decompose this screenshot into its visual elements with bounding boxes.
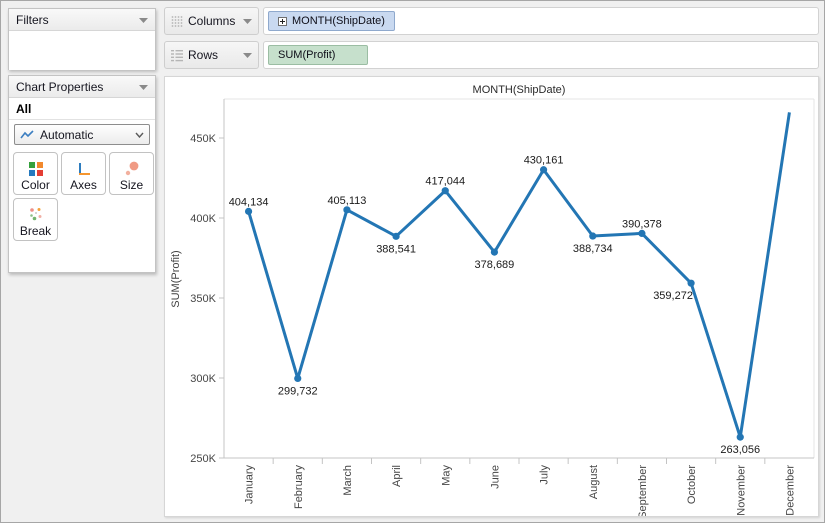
data-point-label: 388,541 <box>376 243 416 255</box>
x-tick-label[interactable]: November <box>735 465 747 516</box>
scope-all-label: All <box>16 101 32 116</box>
break-dots-icon <box>29 208 41 221</box>
data-point[interactable] <box>441 187 449 195</box>
mark-type-dropdown[interactable]: Automatic <box>14 124 150 145</box>
color-button-label: Color <box>21 178 50 192</box>
data-point[interactable] <box>638 229 646 237</box>
data-point-label: 390,378 <box>622 218 662 230</box>
filters-panel-title: Filters <box>16 12 49 27</box>
x-tick-label[interactable]: July <box>539 465 551 485</box>
size-circles-icon <box>125 161 138 176</box>
axes-button[interactable]: Axes <box>61 152 106 195</box>
data-point-label: 263,056 <box>720 444 760 456</box>
chevron-down-icon <box>135 132 144 138</box>
columns-shelf-label[interactable]: Columns <box>164 7 259 35</box>
data-point[interactable] <box>687 279 695 287</box>
columns-shelf-title: Columns <box>188 14 236 28</box>
color-button[interactable]: Color <box>13 152 58 195</box>
color-squares-icon <box>28 162 43 176</box>
chart-title: MONTH(ShipDate) <box>473 84 566 96</box>
columns-shelf-tray[interactable]: MONTH(ShipDate) <box>263 7 819 35</box>
data-point-label: 388,734 <box>573 243 613 255</box>
collapse-arrow-icon[interactable] <box>139 17 148 23</box>
x-tick-label[interactable]: September <box>637 465 649 516</box>
y-tick-label: 300K <box>190 373 216 385</box>
rows-pill-text: SUM(Profit) <box>278 49 336 61</box>
line-mark-icon <box>20 129 34 138</box>
break-button-label: Break <box>19 224 52 238</box>
data-point[interactable] <box>736 433 744 441</box>
y-axis-title: SUM(Profit) <box>170 250 182 307</box>
x-tick-label[interactable]: October <box>686 465 698 504</box>
data-point[interactable] <box>294 374 302 383</box>
size-button[interactable]: Size <box>109 152 154 195</box>
columns-grip-icon <box>171 15 183 27</box>
data-point-label: 378,689 <box>475 259 515 271</box>
x-tick-label[interactable]: January <box>244 465 256 505</box>
y-tick-label: 450K <box>190 133 216 145</box>
x-tick-label[interactable]: February <box>293 465 305 510</box>
filters-shelf-area[interactable] <box>9 31 155 70</box>
axes-icon <box>78 163 90 175</box>
profit-line[interactable] <box>247 112 791 439</box>
data-point-label: 430,161 <box>524 155 564 167</box>
columns-pill-text: MONTH(ShipDate) <box>292 15 385 27</box>
x-tick-label[interactable]: May <box>440 465 452 486</box>
break-button[interactable]: Break <box>13 198 58 241</box>
x-tick-label[interactable]: April <box>391 465 403 487</box>
rows-grip-icon <box>171 49 183 61</box>
rows-shelf-title: Rows <box>188 48 219 62</box>
data-point-label: 417,044 <box>425 176 465 188</box>
data-point[interactable] <box>343 206 351 214</box>
data-point-label: 404,134 <box>229 196 269 208</box>
y-tick-label: 250K <box>190 453 216 465</box>
x-tick-label[interactable]: June <box>489 465 501 489</box>
chart-properties-panel-header[interactable]: Chart Properties <box>9 76 155 98</box>
data-point[interactable] <box>589 232 597 240</box>
data-point-label: 359,272 <box>653 290 693 302</box>
chart-card: MONTH(ShipDate) SUM(Profit) 250K 300K 350K… <box>164 76 819 517</box>
data-point[interactable] <box>490 248 499 256</box>
axes-button-label: Axes <box>70 178 97 192</box>
chart-properties-panel-title: Chart Properties <box>16 79 104 94</box>
x-tick-label[interactable]: December <box>784 465 796 516</box>
profit-by-month-line-chart[interactable]: MONTH(ShipDate) SUM(Profit) 250K 300K 350K… <box>165 77 818 516</box>
shelf-dropdown-icon[interactable] <box>243 18 252 24</box>
y-tick-label: 350K <box>190 293 216 305</box>
data-point[interactable] <box>244 207 253 215</box>
chart-properties-panel: Chart Properties All Automatic C <box>8 75 156 273</box>
mark-type-value: Automatic <box>40 127 94 142</box>
columns-pill-month-shipdate[interactable]: MONTH(ShipDate) <box>268 11 395 31</box>
y-tick-label: 400K <box>190 213 216 225</box>
data-point[interactable] <box>539 166 548 174</box>
shelf-dropdown-icon[interactable] <box>243 52 252 58</box>
rows-shelf-tray[interactable]: SUM(Profit) <box>263 41 819 69</box>
filters-panel: Filters <box>8 8 156 70</box>
scope-all-row: All <box>9 98 155 120</box>
size-button-label: Size <box>119 178 144 192</box>
filters-panel-header[interactable]: Filters <box>9 9 155 31</box>
data-point-label: 299,732 <box>278 385 318 397</box>
x-tick-label[interactable]: August <box>588 465 600 499</box>
rows-shelf-label[interactable]: Rows <box>164 41 259 69</box>
expand-plus-icon[interactable] <box>278 16 287 26</box>
x-tick-label[interactable]: March <box>342 465 354 496</box>
data-point[interactable] <box>392 232 400 240</box>
data-point-label: 405,113 <box>327 195 366 207</box>
collapse-arrow-icon[interactable] <box>139 84 148 90</box>
rows-pill-sum-profit[interactable]: SUM(Profit) <box>268 45 368 65</box>
